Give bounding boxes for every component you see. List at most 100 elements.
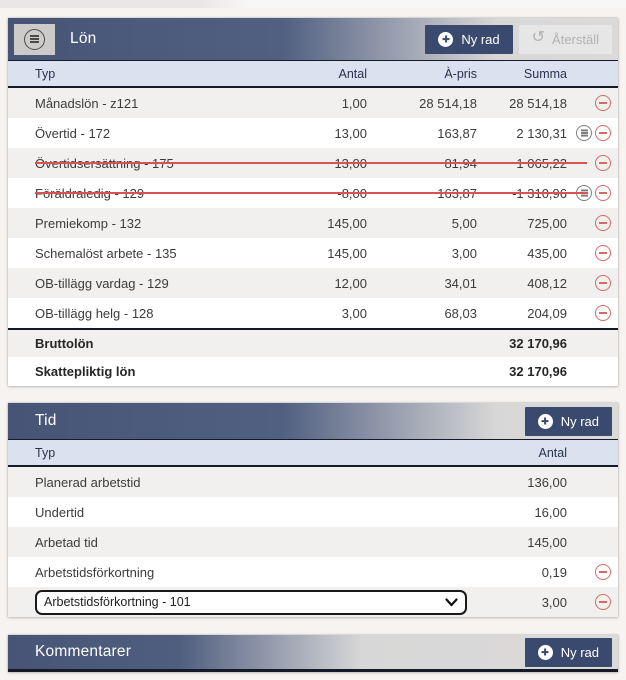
- table-row: Undertid 16,00: [8, 497, 618, 527]
- minus-bar: [599, 571, 607, 573]
- col-typ: Typ: [35, 445, 56, 460]
- delete-row-icon[interactable]: [595, 275, 611, 291]
- row-icons: [567, 155, 618, 171]
- tid-column-header: Typ Antal: [8, 439, 618, 467]
- antal-cell: 3,00: [341, 305, 367, 321]
- ny-rad-button-tid[interactable]: Ny rad: [524, 406, 612, 436]
- lon-table-body: Månadslön - z121 1,00 28 514,18 28 514,18 Öv…: [8, 88, 618, 386]
- col-apris: À-pris: [444, 66, 477, 81]
- minus-bar: [599, 192, 607, 194]
- typ-cell: Arbetstidsförkortning - 101: [8, 589, 477, 615]
- apris-cell: 81,94: [444, 155, 477, 171]
- typ-cell: OB-tillägg vardag - 129: [35, 275, 169, 291]
- row-icons: [567, 594, 618, 610]
- minus-bar: [599, 282, 607, 284]
- antal-cell: 16,00: [534, 504, 567, 520]
- lon-section: Lön Ny rad ↺ Återställ Typ Antal À-pris …: [8, 18, 618, 386]
- total-row: Bruttolön 32 170,96: [8, 328, 618, 357]
- table-row: Schemalöst arbete - 135 145,00 3,00 435,00: [8, 238, 618, 268]
- delete-row-icon[interactable]: [595, 155, 611, 171]
- lon-column-header: Typ Antal À-pris Summa: [8, 60, 618, 88]
- table-row: Övertid - 172 13,00 163,87 2 130,31: [8, 118, 618, 148]
- table-row: Planerad arbetstid 136,00: [8, 467, 618, 497]
- delete-row-icon[interactable]: [595, 305, 611, 321]
- apris-cell: 163,87: [437, 185, 477, 201]
- col-typ: Typ: [35, 66, 56, 81]
- tid-section: Tid Ny rad Typ Antal Planerad arbetstid 1…: [8, 403, 618, 617]
- row-icons: [567, 564, 618, 580]
- table-row: OB-tillägg helg - 128 3,00 68,03 204,09: [8, 298, 618, 328]
- apris-cell: 163,87: [437, 125, 477, 141]
- tid-table-body: Planerad arbetstid 136,00 Undertid 16,00 Arb…: [8, 467, 618, 617]
- antal-cell: 136,00: [527, 474, 567, 490]
- tid-header: Tid Ny rad: [8, 403, 618, 439]
- summa-cell: 435,00: [527, 245, 567, 261]
- lon-header: Lön Ny rad ↺ Återställ: [8, 18, 618, 60]
- minus-bar: [599, 102, 607, 104]
- previous-section-edge: [0, 0, 626, 8]
- typ-cell: Månadslön - z121: [35, 95, 139, 111]
- undo-icon: ↺: [531, 29, 546, 46]
- antal-cell: -8,00: [337, 185, 367, 201]
- add-icon: [537, 413, 553, 429]
- note-lines: [580, 192, 588, 194]
- kommentarer-section: Kommentarer Ny rad: [8, 635, 618, 672]
- antal-cell: 3,00: [541, 594, 567, 610]
- row-icons: [567, 305, 618, 321]
- summa-cell: -1 310,96: [512, 185, 567, 201]
- antal-cell: 13,00: [334, 155, 367, 171]
- antal-cell: 1,00: [341, 95, 367, 111]
- delete-row-icon[interactable]: [595, 95, 611, 111]
- typ-cell: Arbetad tid: [35, 534, 98, 550]
- delete-row-icon[interactable]: [595, 245, 611, 261]
- delete-row-icon[interactable]: [595, 564, 611, 580]
- antal-cell: 12,00: [334, 275, 367, 291]
- add-icon: [537, 644, 553, 660]
- row-icons: [567, 185, 618, 201]
- typ-cell: OB-tillägg helg - 128: [35, 305, 154, 321]
- typ-cell: Övertid - 172: [35, 125, 111, 141]
- delete-row-icon[interactable]: [595, 125, 611, 141]
- table-row: OB-tillägg vardag - 129 12,00 34,01 408,12: [8, 268, 618, 298]
- delete-row-icon[interactable]: [595, 594, 611, 610]
- table-row: Premiekomp - 132 145,00 5,00 725,00: [8, 208, 618, 238]
- ny-rad-button-kommentarer[interactable]: Ny rad: [524, 637, 612, 667]
- note-lines: [580, 132, 588, 134]
- col-antal: Antal: [538, 445, 568, 460]
- summa-cell: 408,12: [527, 275, 567, 291]
- typ-cell: Övertidsersättning - 175: [35, 155, 174, 171]
- minus-bar: [599, 132, 607, 134]
- delete-row-icon[interactable]: [595, 185, 611, 201]
- typ-select[interactable]: Arbetstidsförkortning - 101: [35, 589, 467, 615]
- total-value: 32 170,96: [509, 364, 567, 379]
- summa-cell: 2 130,31: [516, 125, 567, 141]
- section-title-kommentarer: Kommentarer: [35, 643, 132, 660]
- antal-cell: 145,00: [527, 534, 567, 550]
- aterstall-button[interactable]: ↺ Återställ: [518, 24, 612, 54]
- ny-rad-button-lon[interactable]: Ny rad: [425, 24, 513, 54]
- minus-bar: [599, 252, 607, 254]
- add-icon: [438, 31, 454, 47]
- section-menu-button[interactable]: [14, 23, 55, 55]
- section-title-tid: Tid: [35, 412, 57, 429]
- antal-cell: 13,00: [334, 125, 367, 141]
- note-icon[interactable]: [576, 185, 592, 201]
- row-icons: [567, 95, 618, 111]
- summa-cell: 1 065,22: [516, 155, 567, 171]
- row-icons: [567, 125, 618, 141]
- antal-cell: 145,00: [327, 245, 367, 261]
- note-icon[interactable]: [576, 125, 592, 141]
- table-row: Arbetad tid 145,00: [8, 527, 618, 557]
- row-icons: [567, 245, 618, 261]
- total-value: 32 170,96: [509, 336, 567, 351]
- typ-cell: Schemalöst arbete - 135: [35, 245, 177, 261]
- typ-select-wrap: Arbetstidsförkortning - 101: [35, 589, 467, 615]
- table-row: Övertidsersättning - 175 13,00 81,94 1 065,…: [8, 148, 618, 178]
- delete-row-icon[interactable]: [595, 215, 611, 231]
- kommentarer-table-top-border: [8, 669, 618, 672]
- minus-bar: [599, 162, 607, 164]
- total-label: Skattepliktig lön: [35, 364, 136, 379]
- ny-rad-label: Ny rad: [461, 31, 500, 47]
- antal-cell: 145,00: [327, 215, 367, 231]
- typ-cell: Premiekomp - 132: [35, 215, 142, 231]
